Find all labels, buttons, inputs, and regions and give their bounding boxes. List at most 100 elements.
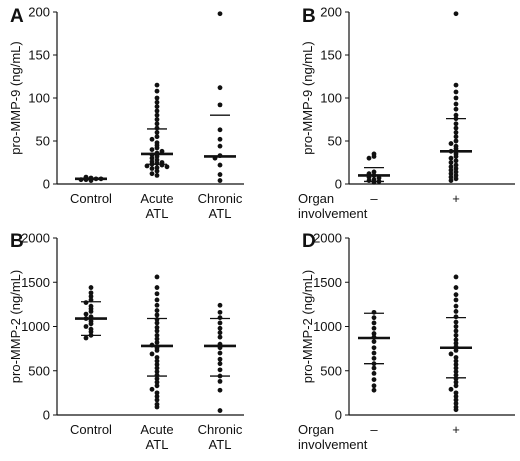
data-point xyxy=(371,365,377,371)
data-point xyxy=(453,121,459,127)
y-tick-label: 1000 xyxy=(21,319,50,334)
data-point xyxy=(453,95,459,101)
data-point xyxy=(149,171,155,177)
category-title-line: involvement xyxy=(298,206,368,221)
data-point xyxy=(453,355,459,360)
data-point xyxy=(217,102,223,108)
data-point xyxy=(154,320,160,326)
data-point xyxy=(149,147,155,153)
panel-b-1: B 0 50 100 150 200 pro-MMP-9 (ng/mL) Organinvol… xyxy=(298,5,515,221)
data-point xyxy=(154,355,160,360)
panel-b-2: B 0 500 1000 1500 2000 pro-MMP-2 (ng/mL) Contro… xyxy=(8,231,244,452)
data-point xyxy=(217,350,223,356)
data-point xyxy=(154,308,160,313)
data-point xyxy=(453,383,459,389)
y-tick-label: 150 xyxy=(28,48,50,63)
data-point xyxy=(154,99,160,105)
data-point xyxy=(217,162,223,168)
y-axis-title: pro-MMP-9 (ng/mL) xyxy=(300,41,315,154)
data-point xyxy=(83,311,89,317)
data-point xyxy=(371,345,377,351)
category-title-line: Organ xyxy=(298,191,334,206)
x-category-label: Control xyxy=(70,422,112,437)
data-point xyxy=(453,292,459,298)
data-point xyxy=(453,173,459,178)
y-tick-label: 0 xyxy=(335,408,342,423)
data-point xyxy=(154,383,160,389)
data-point xyxy=(88,321,94,327)
data-point xyxy=(371,154,377,159)
data-point xyxy=(217,11,223,17)
data-point xyxy=(453,319,459,325)
data-point xyxy=(149,386,155,392)
x-category-label: ATL xyxy=(209,206,232,221)
data-point xyxy=(371,309,377,315)
data-point xyxy=(453,130,459,135)
data-point xyxy=(154,362,160,367)
panel-letter: A xyxy=(10,6,24,27)
data-point xyxy=(149,166,155,171)
data-point xyxy=(453,11,459,17)
data-point xyxy=(453,82,459,88)
data-point xyxy=(453,146,459,152)
data-point xyxy=(154,328,160,334)
data-point xyxy=(453,358,459,364)
data-point xyxy=(448,174,454,180)
data-point xyxy=(154,274,160,280)
panel-letter: D xyxy=(302,231,316,252)
data-point xyxy=(448,178,454,183)
data-point xyxy=(154,285,160,290)
data-point xyxy=(217,143,223,149)
data-point xyxy=(366,178,372,183)
data-point xyxy=(371,331,377,336)
data-point xyxy=(217,356,223,362)
y-axis-title: pro-MMP-2 (ng/mL) xyxy=(300,270,315,383)
data-point xyxy=(371,377,377,382)
group-0: – xyxy=(358,151,390,206)
group-1: + xyxy=(440,11,472,206)
data-point xyxy=(154,160,160,166)
data-point xyxy=(83,335,89,341)
data-point xyxy=(217,408,223,413)
x-category-label: Acute xyxy=(140,191,173,206)
data-point xyxy=(154,121,160,127)
data-point xyxy=(154,145,160,151)
data-point xyxy=(154,302,160,308)
data-point xyxy=(154,134,160,140)
data-point xyxy=(448,141,454,146)
data-point xyxy=(371,383,377,389)
data-point xyxy=(88,309,94,314)
data-point xyxy=(371,325,377,331)
data-point xyxy=(149,155,155,161)
data-point xyxy=(88,285,94,290)
data-point xyxy=(453,332,459,338)
data-point xyxy=(453,390,459,396)
data-point xyxy=(453,309,459,314)
x-category-label: Chronic xyxy=(198,422,243,437)
data-point xyxy=(154,324,160,330)
x-category-label: + xyxy=(452,191,460,206)
data-point xyxy=(453,89,459,95)
data-point xyxy=(154,112,160,118)
data-point xyxy=(448,155,454,161)
group-0: Control xyxy=(70,285,112,437)
y-tick-label: 0 xyxy=(43,177,50,192)
data-point xyxy=(217,309,223,315)
data-point xyxy=(154,165,160,171)
data-point xyxy=(453,324,459,329)
data-point xyxy=(154,291,160,297)
data-point xyxy=(453,328,459,334)
panel-d-3: D 0 500 1000 1500 2000 pro-MMP-2 (ng/mL) Organi… xyxy=(298,231,515,452)
y-tick-label: 200 xyxy=(320,5,342,20)
data-point xyxy=(453,314,459,320)
data-point xyxy=(376,175,382,181)
y-tick-label: 2000 xyxy=(21,231,50,246)
data-point xyxy=(453,134,459,140)
data-point xyxy=(371,371,377,376)
group-0: Control xyxy=(70,174,112,206)
data-point xyxy=(371,169,377,175)
y-tick-label: 50 xyxy=(328,134,342,149)
data-point xyxy=(453,297,459,303)
